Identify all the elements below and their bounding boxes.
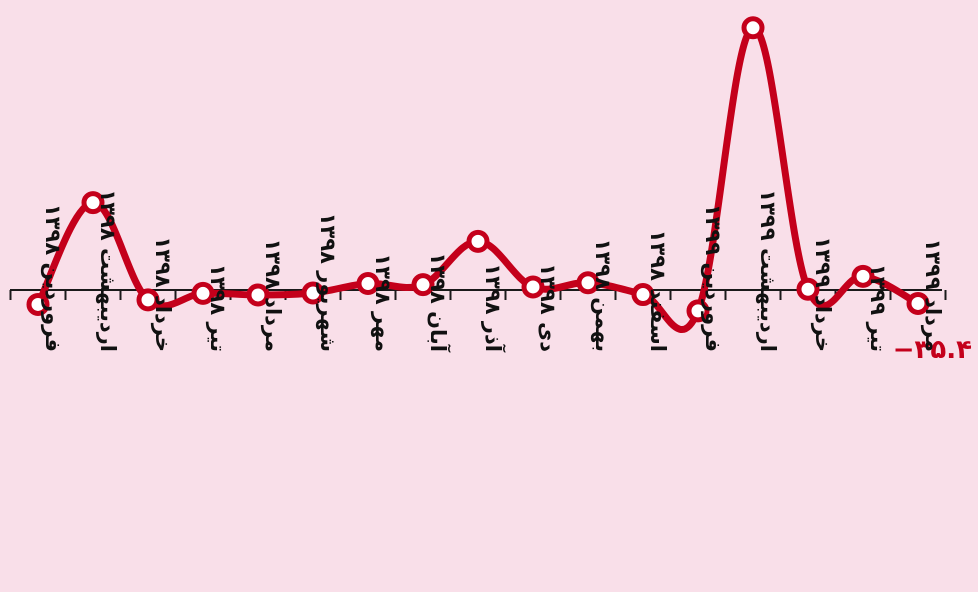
category-label: تیر ۱۳۹۸ xyxy=(206,264,230,352)
data-point xyxy=(466,229,490,253)
category-label: اسفند ۱۳۹۸ xyxy=(646,230,670,352)
data-points xyxy=(26,16,930,323)
data-point xyxy=(686,299,710,323)
category-label: مهر ۱۳۹۸ xyxy=(371,253,395,352)
category-label: بهمن ۱۳۹۸ xyxy=(591,239,615,352)
data-point xyxy=(136,288,160,312)
category-label: دی ۱۳۹۸ xyxy=(536,263,560,352)
data-point xyxy=(191,281,215,305)
data-point xyxy=(851,264,875,288)
data-point xyxy=(521,275,545,299)
category-label: تیر ۱۳۹۹ xyxy=(866,264,890,352)
category-label: فروردین ۱۳۹۸ xyxy=(41,204,65,352)
category-label: آبان ۱۳۹۸ xyxy=(426,253,451,353)
category-label: اردیبهشت ۱۳۹۸ xyxy=(96,189,120,352)
data-point xyxy=(741,16,765,40)
data-point xyxy=(81,191,105,215)
data-point xyxy=(26,292,50,316)
category-label: آذر ۱۳۹۸ xyxy=(481,263,506,352)
category-label: فروردین ۱۳۹۹ xyxy=(701,204,725,352)
data-point xyxy=(301,281,325,305)
category-label: مرداد ۱۳۹۹ xyxy=(921,239,945,352)
category-label: مرداد ۱۳۹۸ xyxy=(261,239,285,352)
category-labels: فروردین ۱۳۹۸ اردیبهشت ۱۳۹۸ خرداد ۱۳۹۸ تیر ۱… xyxy=(41,189,945,352)
category-label: اردیبهشت ۱۳۹۹ xyxy=(756,189,780,352)
category-label: خرداد ۱۳۹۸ xyxy=(151,236,175,352)
data-point xyxy=(411,273,435,297)
data-point xyxy=(246,283,270,307)
category-label: خرداد ۱۳۹۹ xyxy=(811,236,835,352)
data-point xyxy=(356,272,380,296)
data-point xyxy=(906,291,930,315)
category-label: شهریور ۱۳۹۸ xyxy=(316,213,340,352)
data-point xyxy=(631,283,655,307)
data-point xyxy=(576,271,600,295)
last-value-label: −۳۵.۴ xyxy=(893,335,972,365)
data-point xyxy=(796,277,820,301)
